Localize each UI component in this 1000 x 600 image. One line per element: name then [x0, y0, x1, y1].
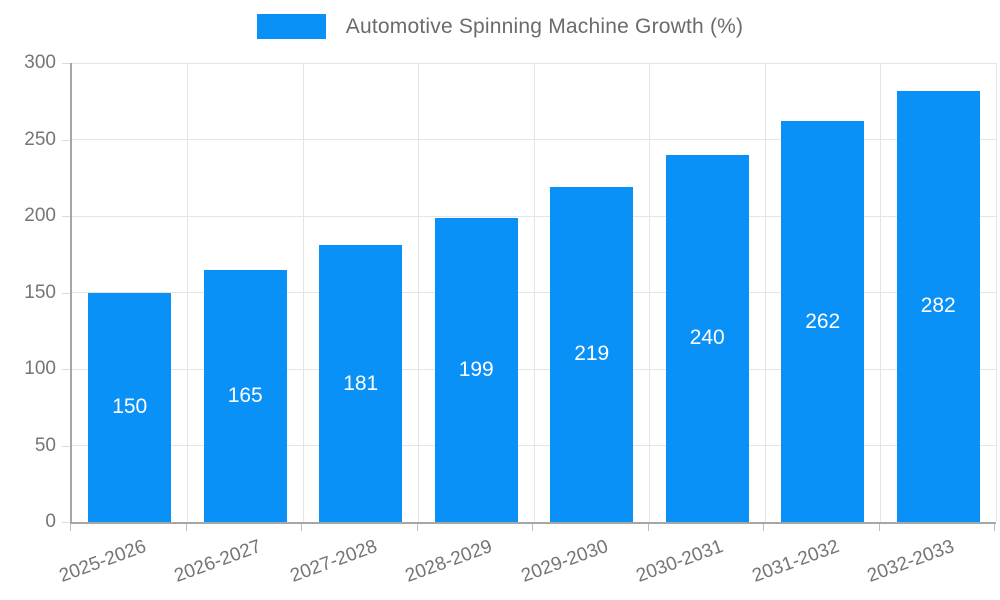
y-axis-tick-label: 150 [24, 281, 56, 303]
bar[interactable]: 150 [88, 292, 172, 522]
bar-value-label: 199 [458, 357, 494, 381]
x-axis-label: 2025-2026 [56, 536, 149, 587]
x-tick [70, 524, 71, 531]
bar[interactable]: 262 [781, 121, 865, 522]
y-tick [62, 522, 70, 523]
bar-value-label: 219 [574, 342, 610, 366]
plot-area: 150 165 181 199 219 240 262 282 [70, 62, 997, 524]
x-axis-label: 2030-2031 [633, 536, 727, 587]
bar-value-label: 240 [689, 326, 725, 350]
y-tick [62, 63, 70, 64]
x-tick [994, 524, 995, 531]
bar-value-label: 181 [343, 371, 379, 395]
gridline-v [187, 63, 188, 522]
legend-label: Automotive Spinning Machine Growth (%) [345, 14, 744, 38]
bar-value-label: 282 [920, 294, 956, 318]
x-axis-label: 2026-2027 [171, 536, 265, 587]
y-tick [62, 445, 70, 447]
y-axis-tick-label: 300 [24, 52, 56, 73]
x-tick [763, 524, 764, 531]
gridline-v [302, 63, 304, 522]
y-tick [62, 369, 70, 370]
y-axis-tick-label: 250 [24, 128, 56, 150]
x-tick [301, 524, 302, 531]
gridline-v [533, 63, 535, 522]
x-axis-label: 2029-2030 [518, 536, 611, 587]
legend-swatch-icon [256, 14, 326, 39]
bar-value-label: 262 [805, 309, 841, 333]
bar-value-label: 150 [112, 395, 148, 419]
bar[interactable]: 199 [434, 217, 518, 522]
y-axis-tick-label: 200 [24, 205, 56, 226]
x-tick [185, 524, 187, 531]
legend: Automotive Spinning Machine Growth (%) [0, 14, 1000, 39]
bar[interactable]: 240 [665, 154, 749, 522]
x-tick [532, 524, 533, 531]
y-tick [62, 216, 70, 217]
x-tick [416, 524, 418, 531]
bar[interactable]: 181 [319, 245, 403, 522]
bar[interactable]: 165 [203, 269, 287, 522]
bar-value-label: 165 [227, 383, 263, 407]
gridline-v [418, 63, 419, 522]
x-axis-label: 2031-2032 [749, 536, 842, 587]
x-axis-label: 2028-2029 [402, 536, 496, 587]
y-axis-tick-label: 50 [34, 434, 56, 456]
x-axis-label: 2027-2028 [287, 536, 380, 587]
x-tick [878, 524, 880, 531]
legend-item[interactable]: Automotive Spinning Machine Growth (%) [256, 14, 744, 39]
x-axis-label: 2032-2033 [864, 536, 958, 587]
bar[interactable]: 219 [550, 186, 634, 522]
x-tick [647, 524, 649, 531]
y-tick [62, 292, 70, 294]
y-tick [62, 139, 70, 141]
gridline-v [764, 63, 766, 522]
gridline-v [649, 63, 650, 522]
gridline-v [995, 63, 997, 522]
y-axis-tick-label: 100 [24, 358, 56, 379]
y-axis-tick-label: 0 [45, 511, 56, 532]
gridline-v [880, 63, 881, 522]
bar[interactable]: 282 [896, 90, 980, 522]
